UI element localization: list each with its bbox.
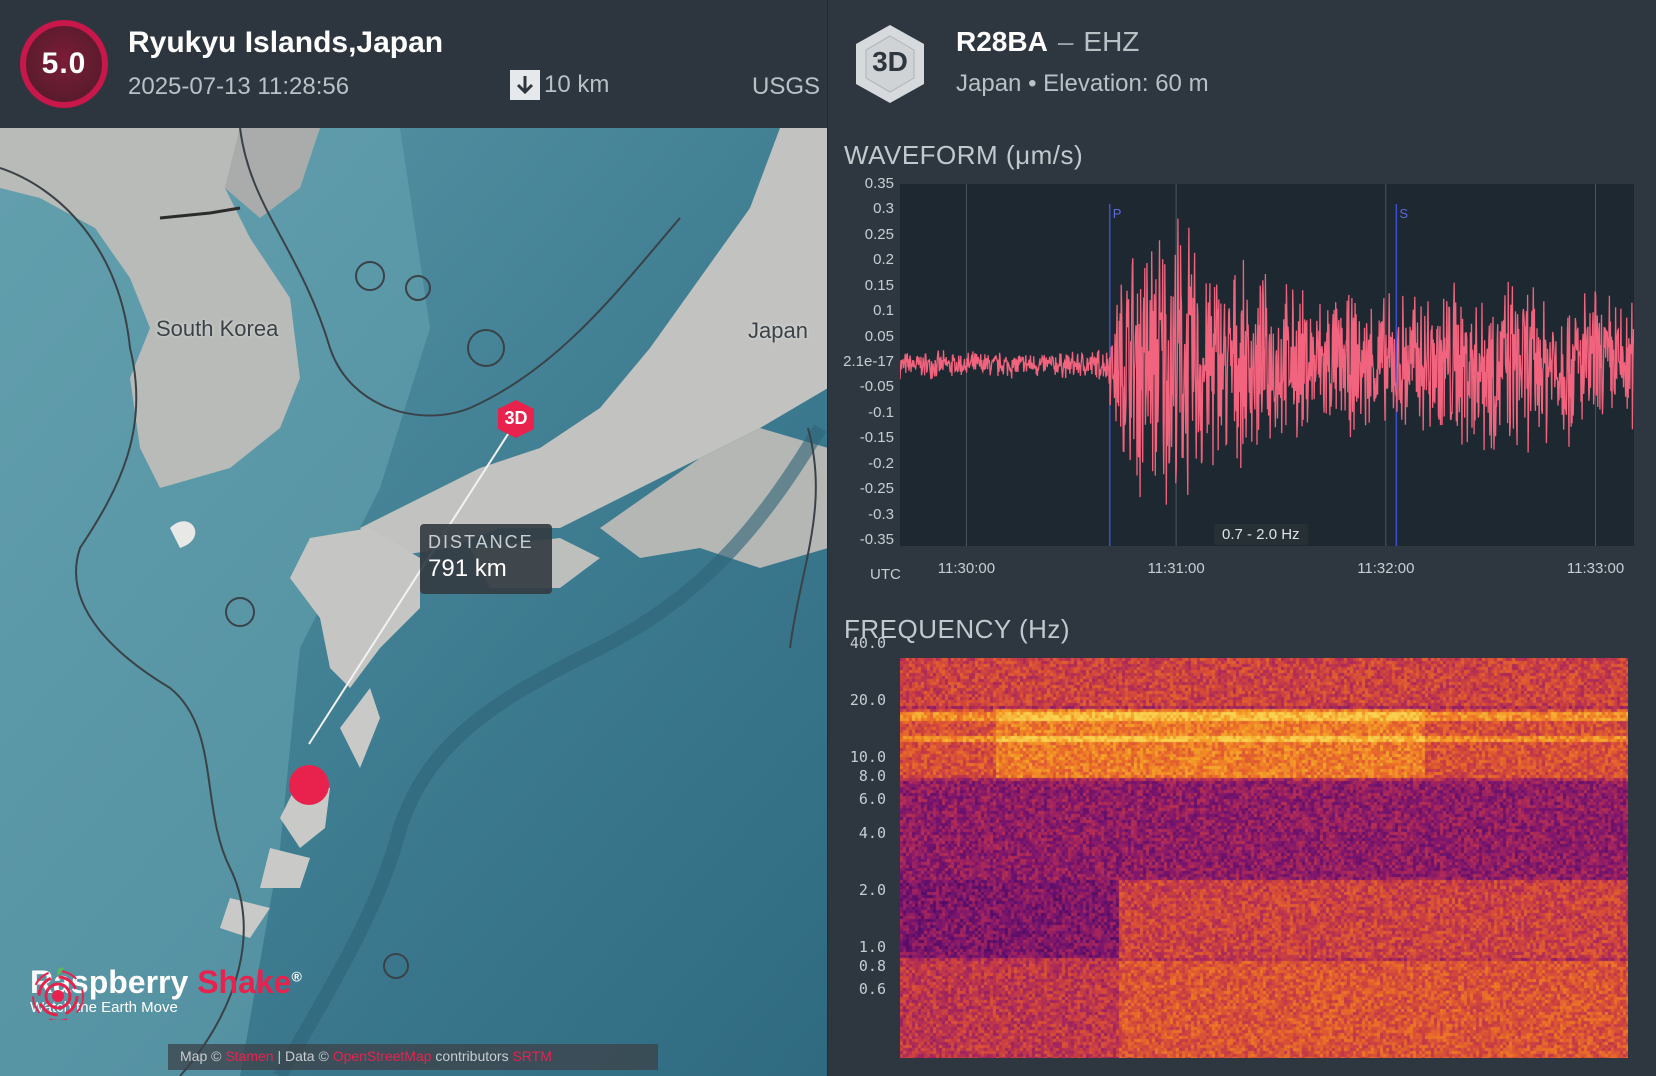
map-view[interactable]: South Korea Japan 3D DISTANCE 791 km <box>0 128 828 1076</box>
brand-registered-mark: ® <box>291 968 302 985</box>
station-code: R28BA <box>956 26 1048 57</box>
station-channel: EHZ <box>1083 26 1140 57</box>
spectrogram-y-tick: 4.0 <box>858 824 886 842</box>
station-bullet: • <box>1028 70 1037 97</box>
spectrogram-y-tick: 40.0 <box>849 634 886 652</box>
spectrogram-y-tick: 2.0 <box>858 881 886 899</box>
distance-tooltip: DISTANCE 791 km <box>420 524 552 594</box>
epicenter-marker[interactable] <box>289 765 329 805</box>
spectrogram-title: FREQUENCY (Hz) <box>844 614 1071 644</box>
map-label-japan: Japan <box>748 318 808 343</box>
spectrogram-y-tick: 0.8 <box>858 957 886 975</box>
magnitude-value: 5.0 <box>41 47 87 80</box>
station-badge-label: 3D <box>872 46 908 77</box>
event-depth: 10 km <box>510 70 609 100</box>
waveform-x-tick: 11:30:00 <box>937 560 996 577</box>
attribution-map-link[interactable]: Stamen <box>225 1048 274 1064</box>
waveform-trace <box>899 218 1635 505</box>
waveform-y-tick: 0.05 <box>864 327 894 345</box>
brand-name: Raspberry Shake® <box>30 964 302 1001</box>
waveform-y-tick: 0.15 <box>864 276 894 294</box>
station-marker-label: 3D <box>504 408 528 428</box>
event-header[interactable]: 5.0 Ryukyu Islands,Japan 2025-07-13 11:2… <box>0 0 828 128</box>
waveform-y-tick: 0.3 <box>873 200 894 218</box>
distance-title: DISTANCE <box>428 532 534 552</box>
attribution-extra-link[interactable]: SRTM <box>512 1048 552 1064</box>
spectrogram-y-tick: 8.0 <box>858 767 886 785</box>
station-subtitle: Japan • Elevation: 60 m <box>956 70 1209 98</box>
attribution-map-text: Map © <box>180 1048 222 1064</box>
phase-label-s: S <box>1399 206 1408 221</box>
spectrogram-canvas <box>900 658 1628 1058</box>
waveform-y-tick: 0.25 <box>864 225 894 243</box>
waveform-y-tick: 0.1 <box>873 302 894 320</box>
filter-badge: 0.7 - 2.0 Hz <box>1214 524 1308 545</box>
waveform-y-tick: -0.15 <box>859 429 894 447</box>
attribution-contrib-text: contributors <box>435 1048 509 1064</box>
waveform-y-tick: 0.2 <box>873 251 894 269</box>
waveform-y-tick: 2.1e-17 <box>843 353 894 370</box>
spectrogram-y-tick: 10.0 <box>849 748 886 766</box>
event-location: Ryukyu Islands,Japan <box>128 26 444 59</box>
station-elevation: Elevation: 60 m <box>1043 70 1209 97</box>
map-attribution: Map © Stamen | Data © OpenStreetMap cont… <box>168 1044 658 1070</box>
time-zone-label: UTC <box>870 566 901 583</box>
attribution-data-text: | Data © <box>277 1048 329 1064</box>
station-separator: – <box>1057 26 1074 57</box>
brand-name-part2: Shake <box>197 964 292 1000</box>
waveform-x-tick: 11:32:00 <box>1357 560 1415 577</box>
station-title: R28BA – EHZ <box>956 26 1139 58</box>
map-base <box>0 128 828 1076</box>
magnitude-badge: 5.0 <box>20 20 108 108</box>
depth-arrow-icon <box>510 70 540 100</box>
spectrogram-y-tick: 20.0 <box>849 691 886 709</box>
station-panel: 3D R28BA – EHZ Japan • Elevation: 60 m WAV… <box>828 0 1656 1076</box>
attribution-data-link[interactable]: OpenStreetMap <box>332 1048 432 1064</box>
waveform-y-tick: -0.05 <box>859 378 894 396</box>
station-badge: 3D <box>852 22 928 106</box>
raspberry-shake-logo-icon <box>32 967 84 1020</box>
waveform-y-tick: 0.35 <box>864 175 894 192</box>
spectrogram-y-tick: 0.6 <box>858 980 886 998</box>
hexagon-3d-icon <box>856 25 924 103</box>
hexagon-marker-icon <box>498 400 534 438</box>
waveform-y-tick: -0.35 <box>859 531 894 548</box>
waveform-y-tick: -0.2 <box>868 454 894 472</box>
waveform-y-tick: -0.3 <box>868 505 894 523</box>
station-country: Japan <box>956 70 1022 97</box>
spectrogram-plot[interactable] <box>900 658 1628 1058</box>
station-marker[interactable]: 3D <box>495 398 537 440</box>
phase-label-p: P <box>1113 206 1122 221</box>
event-source: USGS <box>752 73 821 100</box>
waveform-title: WAVEFORM (μm/s) <box>844 140 1084 170</box>
depth-value: 10 km <box>544 71 610 98</box>
event-panel: 5.0 Ryukyu Islands,Japan 2025-07-13 11:2… <box>0 0 828 1076</box>
waveform-y-tick: -0.25 <box>859 480 894 498</box>
brand-logo[interactable]: Raspberry Shake® Watch the Earth Move <box>30 964 302 1020</box>
waveform-x-tick: 11:31:00 <box>1147 560 1205 577</box>
waveform-y-tick: -0.1 <box>868 403 894 421</box>
spectrogram-y-tick: 1.0 <box>858 938 886 956</box>
spectrogram-y-tick: 6.0 <box>858 790 886 808</box>
waveform-x-tick: 11:33:00 <box>1566 560 1625 577</box>
distance-value: 791 km <box>428 555 507 582</box>
event-datetime: 2025-07-13 11:28:56 <box>128 73 350 100</box>
map-label-south-korea: South Korea <box>156 316 279 341</box>
